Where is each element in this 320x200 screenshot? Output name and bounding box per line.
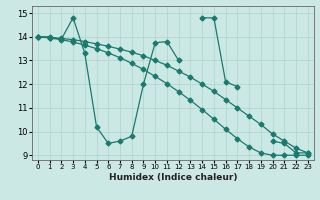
X-axis label: Humidex (Indice chaleur): Humidex (Indice chaleur) [108,173,237,182]
